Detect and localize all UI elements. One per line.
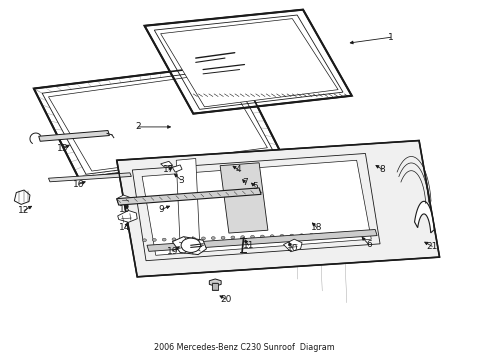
Polygon shape xyxy=(117,140,439,277)
Polygon shape xyxy=(212,283,218,291)
Text: 14: 14 xyxy=(119,223,130,232)
Text: 18: 18 xyxy=(310,223,322,232)
Circle shape xyxy=(328,233,332,236)
Text: 5: 5 xyxy=(252,182,258,191)
Circle shape xyxy=(162,238,166,241)
Circle shape xyxy=(338,233,342,235)
Polygon shape xyxy=(48,173,131,182)
Circle shape xyxy=(211,237,215,239)
Text: 3: 3 xyxy=(178,176,183,185)
Text: 4: 4 xyxy=(235,166,241,175)
Circle shape xyxy=(299,234,303,237)
Circle shape xyxy=(240,236,244,239)
Text: 9: 9 xyxy=(159,205,164,214)
Polygon shape xyxy=(39,131,109,141)
Circle shape xyxy=(152,239,156,241)
Circle shape xyxy=(172,238,176,241)
Text: 12: 12 xyxy=(19,206,30,215)
Circle shape xyxy=(270,235,274,238)
Circle shape xyxy=(250,235,254,238)
Polygon shape xyxy=(160,161,172,168)
Text: 1: 1 xyxy=(387,33,393,42)
Polygon shape xyxy=(117,195,132,205)
Polygon shape xyxy=(34,63,281,178)
Circle shape xyxy=(181,238,200,252)
Circle shape xyxy=(319,233,323,236)
Polygon shape xyxy=(147,229,376,251)
Text: 7: 7 xyxy=(242,178,248,187)
Circle shape xyxy=(191,237,195,240)
Text: 16: 16 xyxy=(73,180,84,189)
Circle shape xyxy=(221,236,224,239)
Polygon shape xyxy=(176,158,199,245)
Circle shape xyxy=(367,231,371,234)
Polygon shape xyxy=(414,201,433,233)
Polygon shape xyxy=(14,190,30,204)
Text: 13: 13 xyxy=(119,205,130,214)
Circle shape xyxy=(230,236,234,239)
Polygon shape xyxy=(117,188,261,205)
Polygon shape xyxy=(283,239,302,252)
Circle shape xyxy=(142,239,146,242)
Text: 17: 17 xyxy=(163,166,174,175)
Polygon shape xyxy=(48,72,267,171)
Text: 8: 8 xyxy=(378,165,384,174)
Polygon shape xyxy=(209,279,221,286)
Polygon shape xyxy=(172,237,206,255)
Text: 20: 20 xyxy=(220,294,231,303)
Polygon shape xyxy=(142,160,370,255)
Circle shape xyxy=(309,234,313,237)
Circle shape xyxy=(260,235,264,238)
Text: 6: 6 xyxy=(365,240,371,249)
Polygon shape xyxy=(118,211,137,222)
Polygon shape xyxy=(144,10,351,114)
Text: 10: 10 xyxy=(286,244,297,253)
Text: 2: 2 xyxy=(135,122,141,131)
Polygon shape xyxy=(160,19,337,107)
Polygon shape xyxy=(220,163,267,233)
Text: 21: 21 xyxy=(426,242,437,251)
Polygon shape xyxy=(172,165,182,172)
Text: 19: 19 xyxy=(166,247,178,256)
Circle shape xyxy=(289,234,293,237)
Circle shape xyxy=(358,232,362,235)
Circle shape xyxy=(280,234,284,237)
Text: 15: 15 xyxy=(57,144,69,153)
Circle shape xyxy=(201,237,205,240)
Circle shape xyxy=(182,238,185,240)
Text: 2006 Mercedes-Benz C230 Sunroof  Diagram: 2006 Mercedes-Benz C230 Sunroof Diagram xyxy=(154,343,334,352)
Text: 11: 11 xyxy=(242,241,254,250)
Circle shape xyxy=(348,232,352,235)
